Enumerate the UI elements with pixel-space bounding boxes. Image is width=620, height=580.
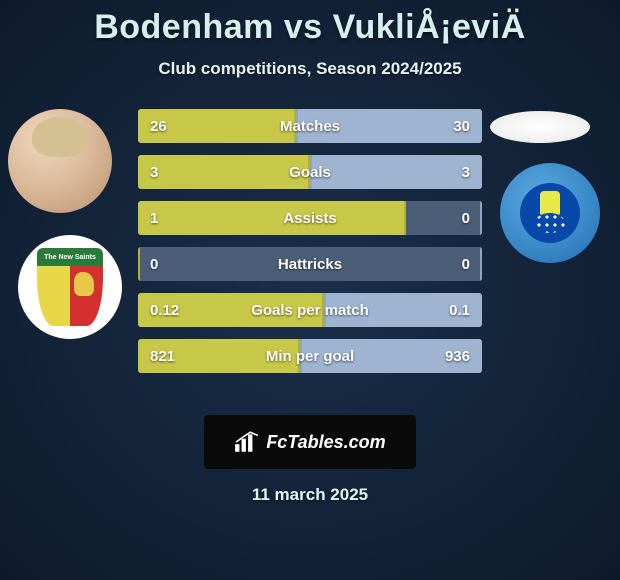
stat-row: 2630Matches <box>138 109 482 143</box>
stat-label: Matches <box>138 118 482 135</box>
comparison-area: The New Saints 2630Matches 33Goals 10Assis… <box>0 109 620 409</box>
stat-label: Assists <box>138 210 482 227</box>
stat-row: 10Assists <box>138 201 482 235</box>
club-badge-icon <box>520 183 580 243</box>
stat-label: Goals per match <box>138 302 482 319</box>
player-left-avatar <box>8 109 112 213</box>
stat-label: Goals <box>138 164 482 181</box>
stat-row: 33Goals <box>138 155 482 189</box>
page-subtitle: Club competitions, Season 2024/2025 <box>0 59 620 79</box>
stat-row: 0.120.1Goals per match <box>138 293 482 327</box>
player-right-avatar <box>490 111 590 143</box>
stat-label: Min per goal <box>138 348 482 365</box>
stat-label: Hattricks <box>138 256 482 273</box>
page-title: Bodenham vs VukliÅ¡eviÄ <box>0 8 620 47</box>
fctables-logo[interactable]: FcTables.com <box>204 415 416 469</box>
chart-icon <box>234 431 260 453</box>
club-right-logo <box>500 163 600 263</box>
club-left-logo: The New Saints <box>18 235 122 339</box>
shield-icon: The New Saints <box>37 248 103 326</box>
stat-row: 821936Min per goal <box>138 339 482 373</box>
footer-date: 11 march 2025 <box>0 485 620 505</box>
stat-row: 00Hattricks <box>138 247 482 281</box>
stats-panel: 2630Matches 33Goals 10Assists 00Hattricks 0.… <box>138 109 482 385</box>
fctables-label: FcTables.com <box>266 432 385 453</box>
